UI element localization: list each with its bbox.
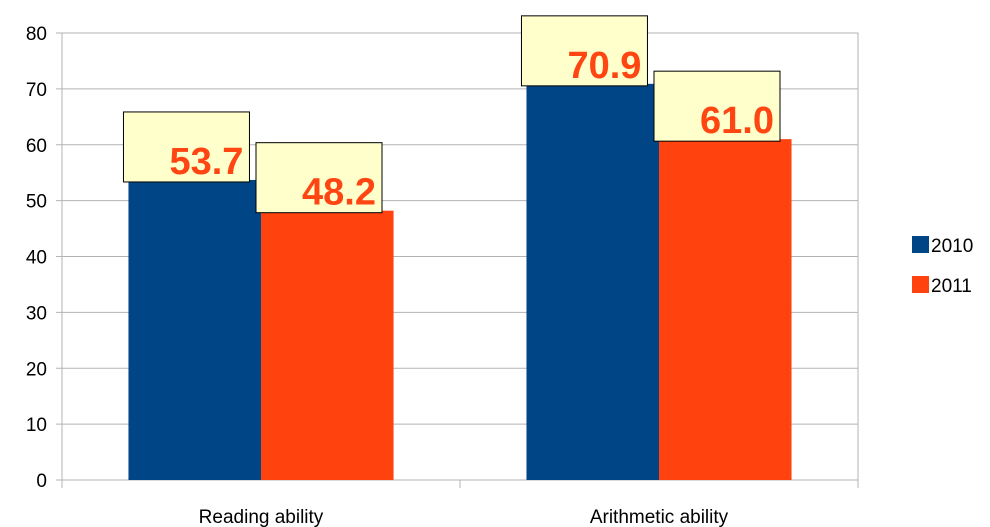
bar-2010 bbox=[128, 179, 261, 481]
y-tick-label: 40 bbox=[26, 248, 47, 269]
y-tick-label: 0 bbox=[36, 471, 47, 492]
y-axis: 0 10 20 30 40 50 60 70 80 bbox=[26, 24, 62, 492]
data-label-box bbox=[122, 111, 250, 183]
y-tick-label: 30 bbox=[26, 303, 47, 324]
legend-swatch-2010 bbox=[912, 236, 929, 253]
bar-2011 bbox=[659, 139, 792, 480]
data-label: 61.0 bbox=[700, 100, 774, 142]
y-tick-label: 70 bbox=[26, 80, 47, 101]
bar-2010 bbox=[526, 83, 659, 480]
y-tick-label: 20 bbox=[26, 359, 47, 380]
data-label: 48.2 bbox=[302, 172, 376, 214]
legend-label: 2011 bbox=[931, 276, 972, 297]
y-tick-label: 10 bbox=[26, 415, 47, 436]
data-label-box bbox=[520, 15, 648, 87]
data-label-box bbox=[653, 70, 781, 142]
data-labels: 53.7 48.2 70.9 61.0 bbox=[122, 15, 781, 214]
legend: 2010 2011 bbox=[912, 236, 973, 297]
data-label-box bbox=[255, 142, 383, 214]
bars bbox=[128, 83, 792, 481]
data-label: 53.7 bbox=[169, 141, 243, 183]
x-axis: Reading ability Arithmetic ability bbox=[61, 480, 859, 527]
legend-swatch-2011 bbox=[912, 276, 929, 293]
legend-label: 2010 bbox=[931, 236, 973, 257]
x-category-label: Arithmetic ability bbox=[590, 507, 729, 527]
x-category-label: Reading ability bbox=[199, 507, 324, 527]
data-label: 70.9 bbox=[567, 45, 641, 87]
y-tick-label: 60 bbox=[26, 136, 47, 157]
y-tick-label: 50 bbox=[26, 192, 47, 213]
bar-2011 bbox=[261, 210, 394, 480]
y-tick-label: 80 bbox=[26, 24, 47, 45]
